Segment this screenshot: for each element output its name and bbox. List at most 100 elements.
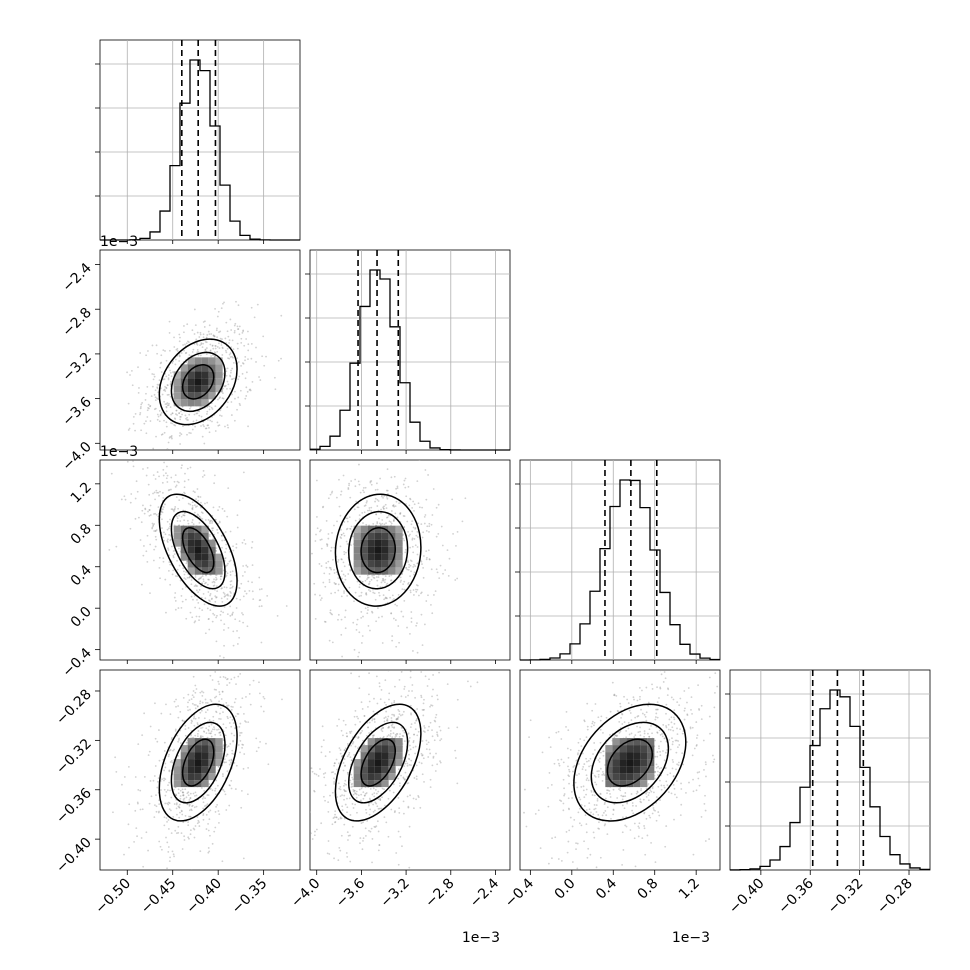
sample-point — [357, 480, 360, 483]
sample-point — [651, 787, 654, 790]
sample-point — [210, 723, 213, 726]
sample-point — [658, 771, 661, 774]
sample-point — [196, 351, 199, 354]
sample-point — [163, 419, 165, 422]
sample-point — [314, 617, 317, 620]
sample-point — [651, 683, 653, 686]
sample-point — [314, 540, 317, 542]
sample-point — [176, 734, 179, 737]
sample-point — [722, 825, 724, 827]
sample-point — [190, 809, 193, 812]
sample-point — [447, 727, 450, 730]
sample-point — [226, 515, 229, 518]
sample-point — [413, 733, 415, 736]
sample-point — [232, 361, 235, 364]
sample-point — [353, 792, 356, 794]
sample-point — [234, 788, 237, 790]
sample-point — [150, 395, 153, 398]
sample-point — [226, 380, 229, 383]
sample-point — [390, 510, 393, 512]
sample-point — [409, 589, 412, 592]
sample-point — [401, 713, 404, 716]
sample-point — [190, 698, 193, 701]
sample-point — [512, 791, 514, 793]
sample-point — [357, 506, 360, 509]
sample-point — [243, 753, 246, 755]
sample-point — [367, 706, 369, 708]
sample-point — [183, 519, 186, 522]
sample-point — [656, 708, 658, 711]
sample-point — [319, 599, 322, 601]
sample-point — [676, 763, 679, 766]
sample-point — [339, 849, 342, 852]
sample-point — [408, 737, 411, 739]
sample-point — [343, 592, 345, 594]
sample-point — [173, 480, 176, 483]
density-cell — [194, 399, 202, 407]
sample-point — [640, 708, 642, 711]
sample-point — [335, 758, 338, 761]
sample-point — [187, 803, 189, 805]
sample-point — [147, 403, 150, 406]
sample-point — [197, 601, 200, 604]
sample-point — [158, 494, 160, 497]
sample-point — [170, 545, 173, 548]
sample-point — [145, 550, 148, 553]
sample-point — [400, 774, 402, 777]
sample-point — [344, 779, 347, 782]
sample-point — [647, 732, 649, 735]
histogram-step-1 — [310, 269, 510, 451]
sample-point — [658, 814, 661, 817]
sample-point — [172, 371, 174, 373]
sample-point — [191, 501, 194, 504]
sample-point — [673, 787, 676, 790]
sample-point — [380, 495, 383, 498]
sample-point — [200, 506, 202, 509]
sample-point — [360, 591, 363, 594]
sample-point — [168, 533, 171, 536]
sample-point — [183, 480, 186, 483]
sample-point — [354, 803, 357, 806]
sample-point — [219, 414, 221, 417]
sample-point — [383, 523, 386, 526]
sample-point — [631, 804, 634, 807]
sample-point — [399, 512, 401, 515]
panel-frame — [99, 249, 301, 451]
sample-point — [148, 802, 151, 805]
sample-point — [618, 788, 620, 791]
sample-point — [398, 437, 400, 439]
sample-point — [173, 507, 176, 510]
sample-point — [356, 580, 359, 583]
density-cell — [208, 364, 216, 372]
sample-point — [229, 614, 232, 617]
sample-point — [230, 329, 233, 331]
sample-point — [387, 670, 390, 672]
sample-point — [348, 484, 350, 487]
sample-point — [215, 779, 218, 782]
sample-point — [211, 344, 214, 347]
sample-point — [153, 393, 156, 396]
sample-point — [363, 491, 365, 494]
sample-point — [172, 853, 175, 856]
sample-point — [310, 767, 313, 770]
sample-point — [597, 759, 600, 762]
sample-point — [146, 385, 149, 388]
sample-point — [191, 507, 194, 510]
sample-point — [219, 670, 222, 672]
sample-point — [221, 347, 224, 350]
sample-point — [420, 591, 423, 594]
sample-point — [161, 527, 163, 529]
sample-point — [410, 764, 412, 767]
sample-point — [664, 767, 667, 769]
sample-point — [444, 569, 447, 571]
sample-point — [206, 803, 209, 806]
sample-point — [140, 455, 142, 457]
sample-point — [202, 333, 205, 336]
sample-point — [331, 823, 334, 826]
sample-point — [371, 718, 374, 720]
sample-point — [183, 491, 185, 494]
sample-point — [216, 590, 219, 593]
sample-point — [276, 614, 279, 617]
sample-point — [235, 683, 237, 686]
sample-point — [421, 754, 424, 757]
